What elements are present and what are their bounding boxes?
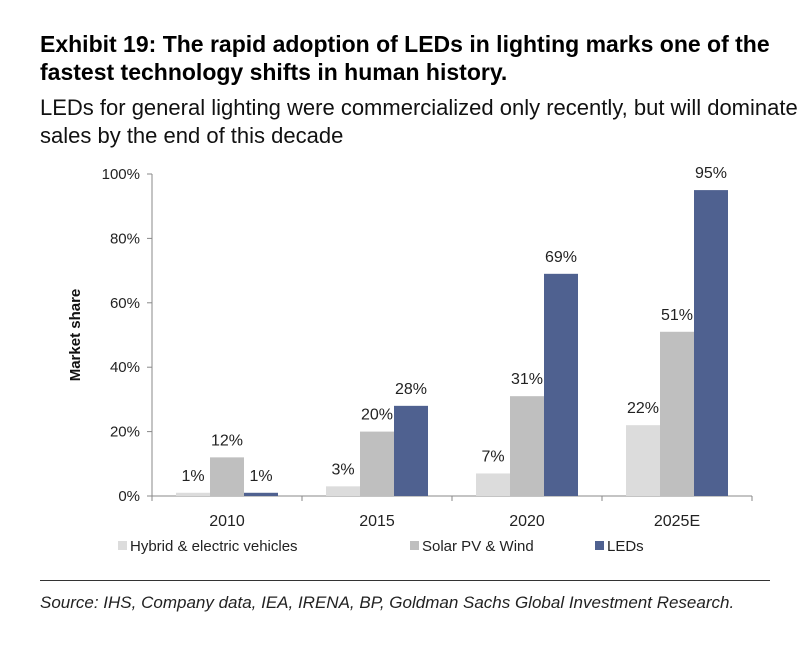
y-axis-label: Market share <box>67 289 84 382</box>
data-label: 69% <box>545 249 577 266</box>
bar <box>394 405 428 496</box>
legend-label: Hybrid & electric vehicles <box>130 538 298 555</box>
legend-label: LEDs <box>607 538 644 555</box>
bar <box>326 486 360 496</box>
bar <box>626 425 660 496</box>
data-label: 31% <box>511 371 543 388</box>
chart-subtitle: LEDs for general lighting were commercia… <box>40 95 798 148</box>
legend-swatch <box>118 541 127 550</box>
data-label: 3% <box>331 461 354 478</box>
y-tick-label: 60% <box>110 295 140 312</box>
legend-swatch <box>410 541 419 550</box>
data-label: 7% <box>481 448 504 465</box>
bar <box>244 492 278 496</box>
legend-swatch <box>595 541 604 550</box>
x-tick-label: 2025E <box>654 513 700 530</box>
y-tick-label: 100% <box>102 166 140 183</box>
y-tick-label: 0% <box>118 488 140 505</box>
y-tick-label: 40% <box>110 359 140 376</box>
data-label: 12% <box>211 432 243 449</box>
x-tick-label: 2010 <box>209 513 245 530</box>
x-tick-label: 2015 <box>359 513 395 530</box>
bar <box>510 396 544 496</box>
data-label: 1% <box>249 468 272 485</box>
data-label: 95% <box>695 165 727 182</box>
data-label: 22% <box>627 400 659 417</box>
bar <box>544 273 578 496</box>
data-label: 28% <box>395 381 427 398</box>
data-label: 20% <box>361 407 393 424</box>
data-label: 1% <box>181 468 204 485</box>
bar <box>660 331 694 496</box>
data-label: 51% <box>661 307 693 324</box>
bar <box>360 431 394 496</box>
divider <box>40 580 770 581</box>
chart-title: Exhibit 19: The rapid adoption of LEDs i… <box>40 31 770 85</box>
bar <box>476 473 510 496</box>
y-tick-label: 80% <box>110 230 140 247</box>
legend-label: Solar PV & Wind <box>422 538 534 555</box>
bar <box>210 457 244 496</box>
source-note: Source: IHS, Company data, IEA, IRENA, B… <box>40 593 735 612</box>
y-tick-label: 20% <box>110 424 140 441</box>
bar <box>176 492 210 496</box>
bar <box>694 190 728 496</box>
x-tick-label: 2020 <box>509 513 545 530</box>
